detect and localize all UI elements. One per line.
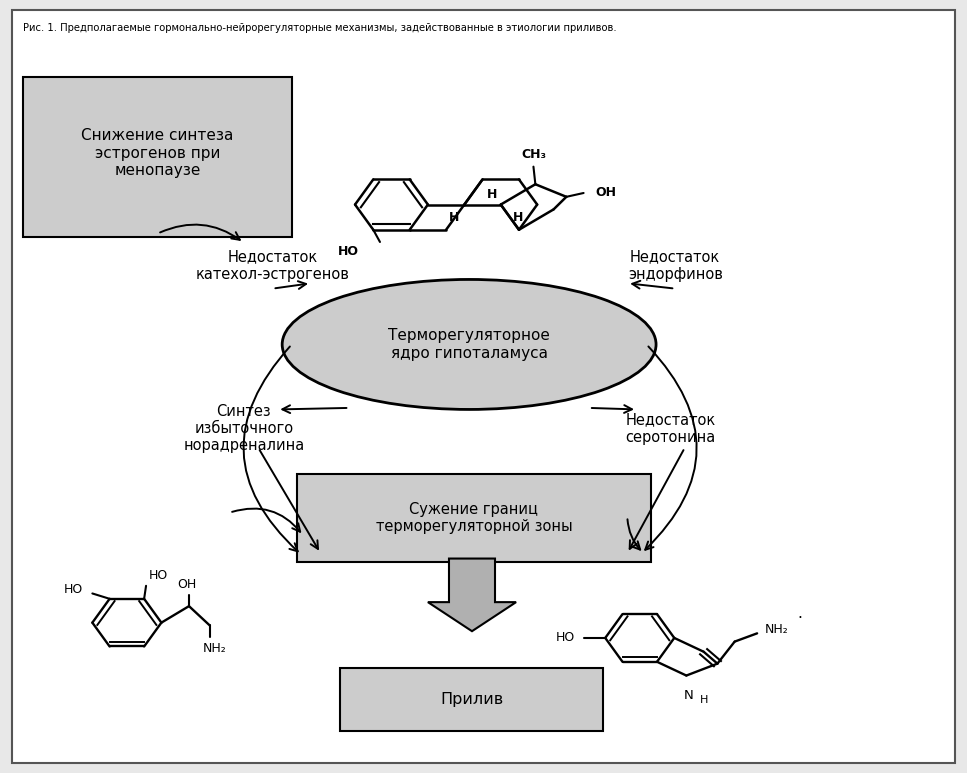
Text: HO: HO: [149, 569, 168, 582]
FancyBboxPatch shape: [12, 10, 955, 763]
FancyBboxPatch shape: [339, 668, 603, 730]
Text: H: H: [449, 212, 459, 224]
Text: Недостаток
эндорфинов: Недостаток эндорфинов: [628, 250, 722, 282]
Text: NH₂: NH₂: [203, 642, 226, 656]
Text: N: N: [684, 690, 693, 703]
Text: OH: OH: [595, 186, 616, 199]
FancyArrow shape: [427, 559, 516, 632]
Text: Сужение границ
терморегуляторной зоны: Сужение границ терморегуляторной зоны: [375, 502, 572, 534]
FancyBboxPatch shape: [297, 475, 651, 563]
Text: Терморегуляторное
ядро гипоталамуса: Терморегуляторное ядро гипоталамуса: [388, 329, 550, 361]
Text: HO: HO: [555, 632, 574, 645]
Text: H: H: [513, 211, 523, 223]
Text: HO: HO: [337, 244, 359, 257]
Text: Синтез
избыточного
норадреналина: Синтез избыточного норадреналина: [183, 404, 305, 454]
Text: Рис. 1. Предполагаемые гормонально-нейрорегуляторные механизмы, задействованные : Рис. 1. Предполагаемые гормонально-нейро…: [23, 23, 617, 33]
Ellipse shape: [282, 280, 656, 410]
Text: CH₃: CH₃: [521, 148, 546, 162]
Text: H: H: [699, 696, 708, 706]
Text: Снижение синтеза
эстрогенов при
менопаузе: Снижение синтеза эстрогенов при менопауз…: [81, 128, 234, 179]
Text: Прилив: Прилив: [440, 692, 504, 707]
Text: NH₂: NH₂: [765, 623, 788, 636]
Text: ‧: ‧: [798, 611, 803, 625]
Text: Недостаток
серотонина: Недостаток серотонина: [626, 412, 716, 444]
Text: HO: HO: [64, 583, 83, 596]
Text: H: H: [487, 188, 497, 201]
FancyBboxPatch shape: [23, 77, 292, 237]
Text: OH: OH: [178, 578, 196, 591]
Text: Недостаток
катехол-эстрогенов: Недостаток катехол-эстрогенов: [195, 250, 349, 282]
